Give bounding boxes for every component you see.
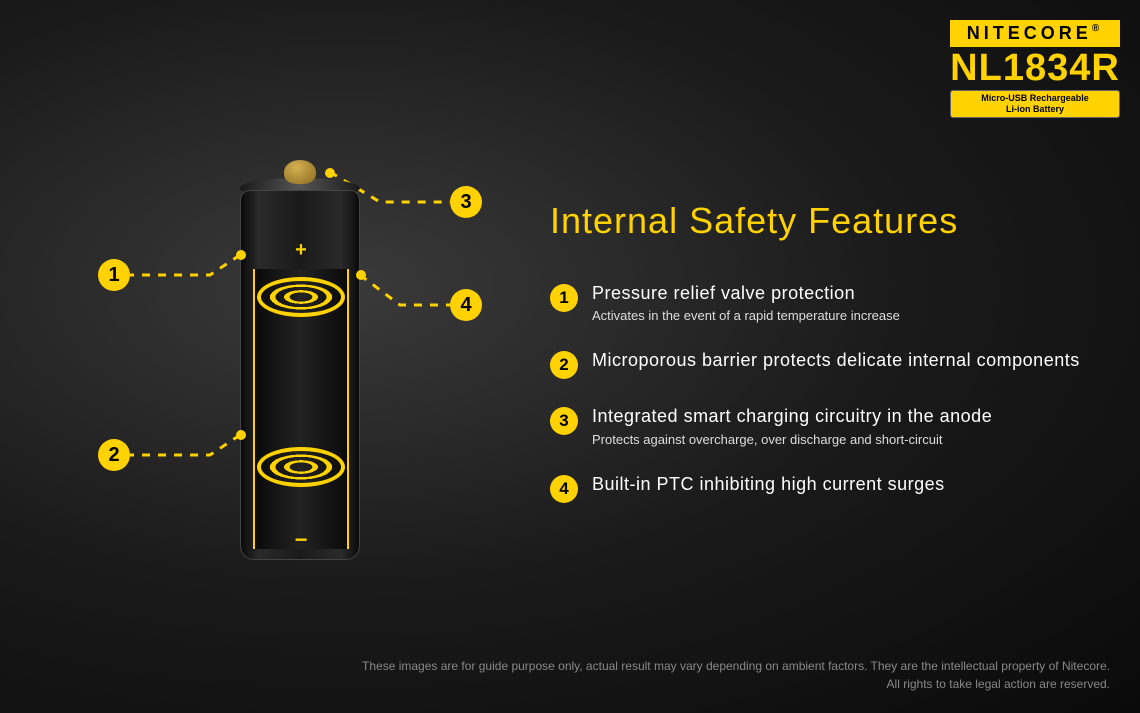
battery-positive-terminal [284, 160, 316, 184]
battery-diagram: + − 1 2 3 4 [80, 130, 500, 590]
callout-badge-1: 1 [98, 259, 130, 291]
feature-item-2: 2 Microporous barrier protects delicate … [550, 349, 1110, 379]
brand-text: NITECORE [967, 23, 1092, 43]
feature-text-2: Microporous barrier protects delicate in… [592, 349, 1080, 372]
feature-item-3: 3 Integrated smart charging circuitry in… [550, 405, 1110, 446]
feature-badge-1: 1 [550, 284, 578, 312]
battery-illustration: + − [240, 160, 360, 560]
product-subtitle: Micro-USB Rechargeable Li-ion Battery [950, 90, 1120, 118]
feature-badge-2: 2 [550, 351, 578, 379]
feature-heading-2: Microporous barrier protects delicate in… [592, 349, 1080, 372]
battery-body: + − [240, 190, 360, 560]
feature-badge-4: 4 [550, 475, 578, 503]
callout-badge-2: 2 [98, 439, 130, 471]
callout-dot-1 [236, 250, 246, 260]
feature-item-1: 1 Pressure relief valve protection Activ… [550, 282, 1110, 323]
feature-item-4: 4 Built-in PTC inhibiting high current s… [550, 473, 1110, 503]
brand-name: NITECORE® [950, 20, 1120, 47]
feature-sub-3: Protects against overcharge, over discha… [592, 432, 992, 447]
page-title: Internal Safety Features [550, 200, 1110, 242]
content-panel: Internal Safety Features 1 Pressure reli… [550, 200, 1110, 529]
disclaimer: These images are for guide purpose only,… [0, 657, 1140, 693]
callout-line-4 [360, 275, 450, 305]
callout-badge-4: 4 [450, 289, 482, 321]
feature-badge-3: 3 [550, 407, 578, 435]
disclaimer-line-2: All rights to take legal action are rese… [887, 677, 1110, 691]
callout-dot-2 [236, 430, 246, 440]
feature-heading-4: Built-in PTC inhibiting high current sur… [592, 473, 945, 496]
subtitle-line-1: Micro-USB Rechargeable [981, 93, 1089, 103]
feature-text-4: Built-in PTC inhibiting high current sur… [592, 473, 945, 496]
callout-badge-3: 3 [450, 186, 482, 218]
feature-sub-1: Activates in the event of a rapid temper… [592, 308, 900, 323]
product-logo: NITECORE® NL1834R Micro-USB Rechargeable… [950, 20, 1120, 118]
callout-line-1 [130, 255, 240, 275]
feature-text-3: Integrated smart charging circuitry in t… [592, 405, 992, 446]
feature-text-1: Pressure relief valve protection Activat… [592, 282, 900, 323]
callout-dot-4 [356, 270, 366, 280]
callout-dot-3 [325, 168, 335, 178]
minus-symbol: − [241, 527, 361, 553]
subtitle-line-2: Li-ion Battery [1006, 104, 1064, 114]
feature-heading-3: Integrated smart charging circuitry in t… [592, 405, 992, 428]
callout-line-2 [130, 435, 240, 455]
feature-heading-1: Pressure relief valve protection [592, 282, 900, 305]
registered-mark: ® [1092, 23, 1103, 34]
internal-ring-top [257, 277, 345, 317]
internal-ring-bottom [257, 447, 345, 487]
disclaimer-line-1: These images are for guide purpose only,… [362, 659, 1110, 673]
battery-cutaway [253, 269, 349, 549]
model-number: NL1834R [950, 49, 1120, 87]
plus-symbol: + [241, 239, 361, 262]
